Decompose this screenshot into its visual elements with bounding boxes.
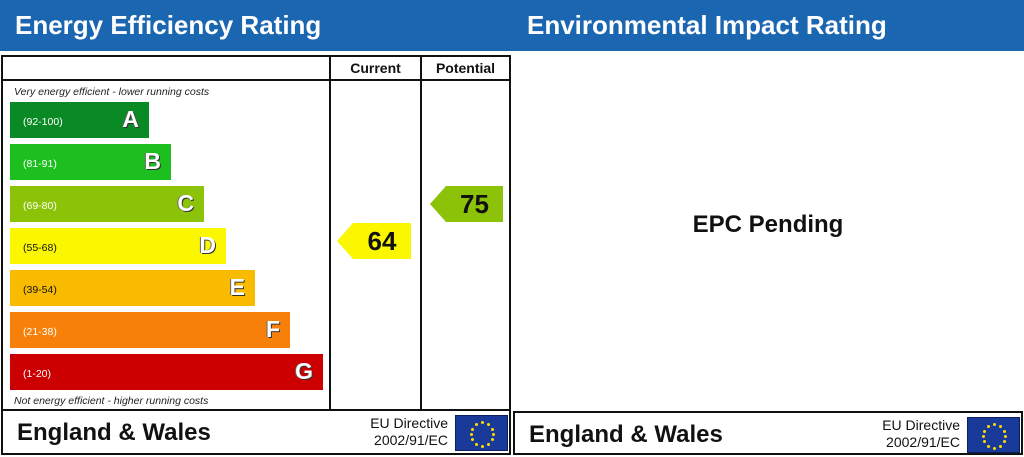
- energy-efficiency-panel: Energy Efficiency Rating Current Potenti…: [0, 0, 512, 455]
- energy-chart-frame: Current Potential Very energy efficient …: [1, 55, 511, 411]
- arrow-pointer: [430, 186, 446, 222]
- band-range: (55-68): [23, 242, 57, 254]
- current-rating-arrow: 64: [337, 223, 411, 259]
- current-column-header: Current: [350, 60, 401, 76]
- band-letter: D: [199, 232, 216, 258]
- directive-line2: 2002/91/EC: [374, 432, 448, 448]
- band-letter: F: [265, 316, 280, 342]
- region-label: England & Wales: [529, 421, 723, 448]
- band-d: (55-68) D: [10, 228, 226, 264]
- band-range: (81-91): [23, 158, 57, 170]
- band-letter: A: [122, 106, 139, 132]
- note-efficient: Very energy efficient - lower running co…: [14, 86, 210, 98]
- directive-line1: EU Directive: [370, 415, 448, 431]
- environmental-title: Environmental Impact Rating: [512, 0, 1024, 51]
- energy-footer: England & Wales EU Directive 2002/91/EC: [1, 411, 511, 455]
- band-a: (92-100) A: [10, 102, 149, 138]
- band-range: (69-80): [23, 200, 57, 212]
- potential-rating-value: 75: [460, 189, 489, 219]
- band-letter: G: [295, 358, 313, 384]
- epc-pending-status: EPC Pending: [692, 211, 844, 238]
- current-rating-value: 64: [367, 226, 397, 256]
- band-letter: E: [229, 274, 245, 300]
- potential-rating-arrow: 75: [430, 186, 503, 222]
- eu-directive: EU Directive 2002/91/EC: [358, 415, 448, 449]
- arrow-pointer: [337, 223, 353, 259]
- environmental-impact-panel: Environmental Impact Rating EPC Pending …: [512, 0, 1024, 457]
- column-divider: [420, 57, 422, 409]
- potential-column-header: Potential: [435, 60, 496, 76]
- band-g: (1-20) G: [10, 354, 323, 390]
- column-divider: [329, 57, 331, 409]
- environmental-footer: England & Wales EU Directive 2002/91/EC: [513, 411, 1023, 455]
- band-range: (21-38): [23, 326, 57, 338]
- header-row: [3, 57, 509, 81]
- band-f: (21-38) F: [10, 312, 290, 348]
- eu-flag-icon: [455, 415, 508, 451]
- band-c: (69-80) C: [10, 186, 204, 222]
- band-range: (1-20): [23, 368, 52, 380]
- energy-title: Energy Efficiency Rating: [0, 0, 512, 51]
- band-letter: C: [177, 190, 194, 216]
- band-e: (39-54) E: [10, 270, 255, 306]
- directive-line1: EU Directive: [882, 417, 960, 433]
- eu-directive: EU Directive 2002/91/EC: [870, 417, 960, 451]
- band-range: (92-100): [23, 116, 63, 128]
- band-b: (81-91) B: [10, 144, 171, 180]
- region-label: England & Wales: [17, 419, 211, 446]
- band-range: (39-54): [23, 284, 57, 296]
- note-inefficient: Not energy efficient - higher running co…: [14, 395, 209, 407]
- band-letter: B: [144, 148, 161, 174]
- directive-line2: 2002/91/EC: [886, 434, 960, 450]
- eu-flag-icon: [967, 417, 1020, 453]
